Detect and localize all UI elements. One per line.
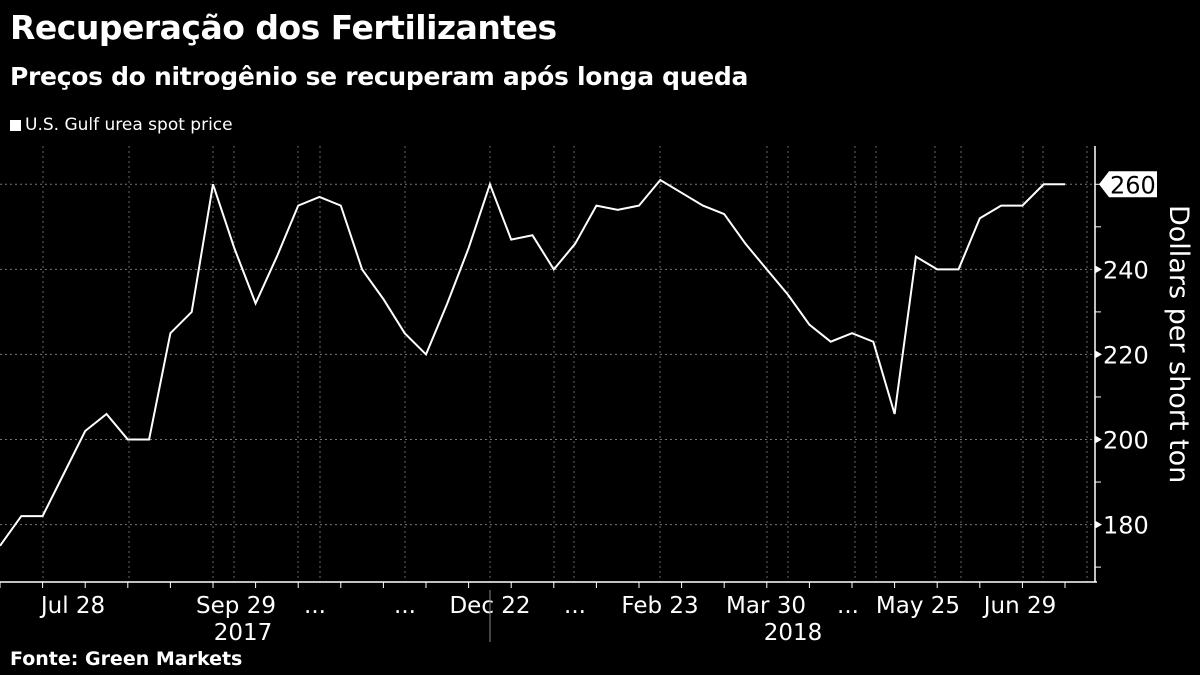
source-note: Fonte: Green Markets <box>10 648 243 670</box>
chart-subtitle: Preços do nitrogênio se recuperam após l… <box>10 62 749 91</box>
legend: U.S. Gulf urea spot price <box>10 115 233 135</box>
x-tick-label: Jul 28 <box>39 593 105 619</box>
last-value-badge <box>1099 171 1157 198</box>
legend-swatch <box>10 119 21 131</box>
y-tick-label: 240 <box>1103 256 1149 284</box>
chart-title: Recuperação dos Fertilizantes <box>10 8 557 47</box>
x-tick-label: ... <box>564 593 586 619</box>
y-tick-marker <box>1095 435 1102 444</box>
legend-label: U.S. Gulf urea spot price <box>25 115 233 135</box>
y-tick-label: 180 <box>1103 512 1149 540</box>
x-tick-label: Feb 23 <box>621 593 698 619</box>
y-tick-marker <box>1095 350 1102 359</box>
y-tick-label: 220 <box>1103 341 1149 369</box>
y-tick-marker <box>1095 265 1102 274</box>
x-tick-label: Mar 30 <box>726 593 806 619</box>
y-axis-label: Dollars per short ton <box>1163 205 1194 483</box>
year-label: 2018 <box>764 620 823 646</box>
x-tick-label: May 25 <box>876 593 960 619</box>
x-tick-label: ... <box>837 593 859 619</box>
x-tick-label: ... <box>304 593 326 619</box>
y-tick-marker <box>1095 520 1102 529</box>
y-tick-label: 200 <box>1103 427 1149 455</box>
series-line <box>0 178 1065 547</box>
last-value-label: 260 <box>1110 171 1156 199</box>
x-tick-label: Sep 29 <box>196 593 276 619</box>
x-tick-label: ... <box>394 593 416 619</box>
year-label: 2017 <box>214 620 273 646</box>
x-tick-label: Jun 29 <box>982 593 1057 619</box>
